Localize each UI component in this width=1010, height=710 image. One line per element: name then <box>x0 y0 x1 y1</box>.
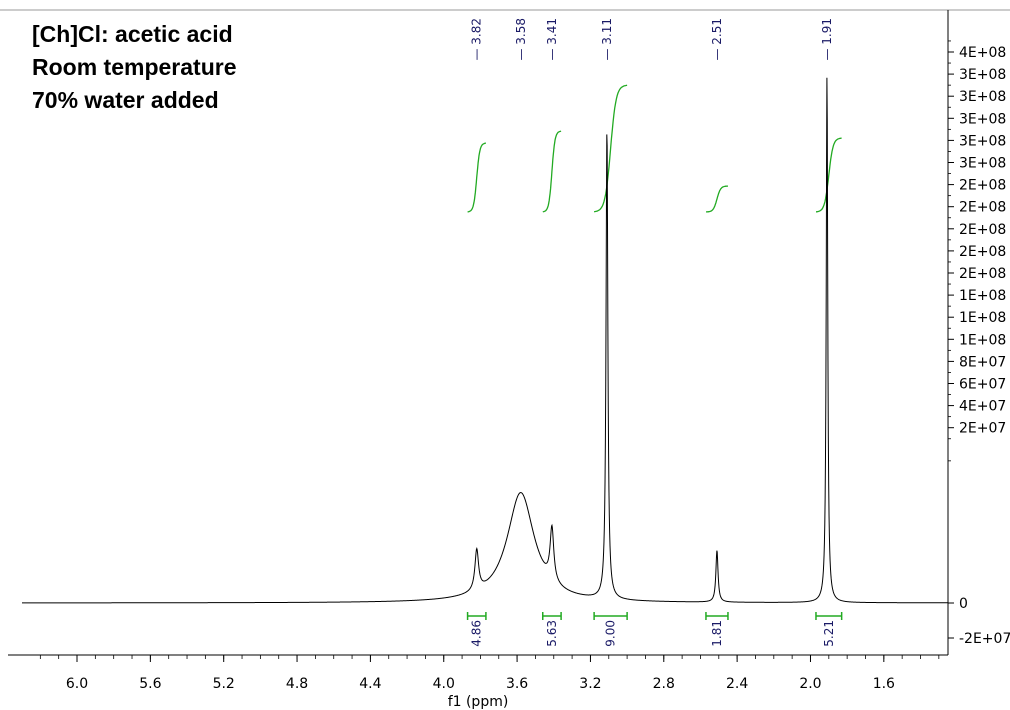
integral-curve <box>706 185 728 213</box>
integral-value-label: 5.21 <box>822 620 836 647</box>
title-line-1: [Ch]Cl: acetic acid <box>32 21 233 47</box>
y-axis: 4E+08 3E+08 3E+08 3E+08 3E+08 3E+08 2E+08 2E+08… <box>948 40 1010 647</box>
y-tick-label: 3E+08 <box>959 67 1006 83</box>
peak-labels: — 3.82 — 3.58 — 3.41 — 3.11 — 2.51 — 1.91 <box>470 18 834 61</box>
peak-label: — 3.11 <box>600 18 614 61</box>
y-tick-label: 1E+08 <box>959 288 1006 304</box>
x-axis: 6.0 5.6 5.2 4.8 4.4 4.0 3.6 3.2 2.8 2.4 2.0 1.6 <box>39 655 940 692</box>
y-tick-label: 2E+08 <box>959 222 1006 238</box>
x-tick-label: 4.8 <box>286 676 308 692</box>
x-tick-label: 2.8 <box>653 676 675 692</box>
y-tick-label: 8E+07 <box>959 354 1006 370</box>
integral-value-label: 5.63 <box>545 620 559 647</box>
y-tick-label: 2E+08 <box>959 200 1006 216</box>
y-tick-label: 3E+08 <box>959 89 1006 105</box>
x-tick-label: 2.4 <box>726 676 748 692</box>
peak-label: — 3.41 <box>545 18 559 61</box>
y-tick-label: 1E+08 <box>959 332 1006 348</box>
y-tick-label: 2E+08 <box>959 178 1006 194</box>
x-tick-label: 3.2 <box>579 676 601 692</box>
y-tick-label: 4E+08 <box>959 45 1006 61</box>
x-tick-label: 4.4 <box>359 676 381 692</box>
x-tick-label: 6.0 <box>66 676 88 692</box>
integral-curve <box>816 137 842 213</box>
integral-curve <box>542 130 562 213</box>
integral-value-label: 9.00 <box>604 620 618 647</box>
x-tick-label: 1.6 <box>873 676 895 692</box>
y-tick-label: 3E+08 <box>959 111 1006 127</box>
integral-bracket: 5.21 <box>815 612 843 647</box>
y-tick-label: 3E+08 <box>959 156 1006 172</box>
y-tick-label: 4E+07 <box>959 399 1006 415</box>
x-axis-label: f1 (ppm) <box>448 694 509 710</box>
x-tick-label: 4.0 <box>433 676 455 692</box>
title-line-2: Room temperature <box>32 54 236 80</box>
spectrum-line <box>22 77 948 604</box>
peak-label: — 3.82 <box>470 18 484 61</box>
plot-frame <box>0 9 1010 656</box>
x-tick-label: 2.0 <box>799 676 821 692</box>
y-tick-label: 1E+08 <box>959 310 1006 326</box>
y-tick-label: 3E+08 <box>959 133 1006 149</box>
title-line-3: 70% water added <box>32 87 219 113</box>
integral-bracket: 9.00 <box>593 612 628 647</box>
integral-curves <box>467 84 842 213</box>
x-tick-label: 5.6 <box>139 676 161 692</box>
y-tick-label: 2E+07 <box>959 421 1006 437</box>
integral-brackets: 4.86 5.63 9.00 1.81 5.21 <box>466 612 843 647</box>
x-tick-label: 5.2 <box>213 676 235 692</box>
y-tick-label: 2E+08 <box>959 244 1006 260</box>
integral-curve <box>594 84 628 213</box>
y-tick-label: -2E+07 <box>959 631 1010 647</box>
y-tick-label: 0 <box>959 596 968 612</box>
integral-bracket: 4.86 <box>466 612 487 647</box>
peak-label: — 2.51 <box>710 18 724 61</box>
chart-title-block: [Ch]Cl: acetic acid Room temperature 70%… <box>32 21 236 113</box>
integral-curve <box>467 142 486 213</box>
y-tick-label: 2E+08 <box>959 266 1006 282</box>
peak-label: — 3.58 <box>514 18 528 61</box>
x-tick-label: 3.6 <box>506 676 528 692</box>
peak-label: — 1.91 <box>820 18 834 61</box>
integral-value-label: 1.81 <box>710 620 724 647</box>
integral-value-label: 4.86 <box>470 620 484 647</box>
integral-bracket: 1.81 <box>705 612 729 647</box>
integral-bracket: 5.63 <box>542 612 562 647</box>
y-tick-label: 6E+07 <box>959 377 1006 393</box>
